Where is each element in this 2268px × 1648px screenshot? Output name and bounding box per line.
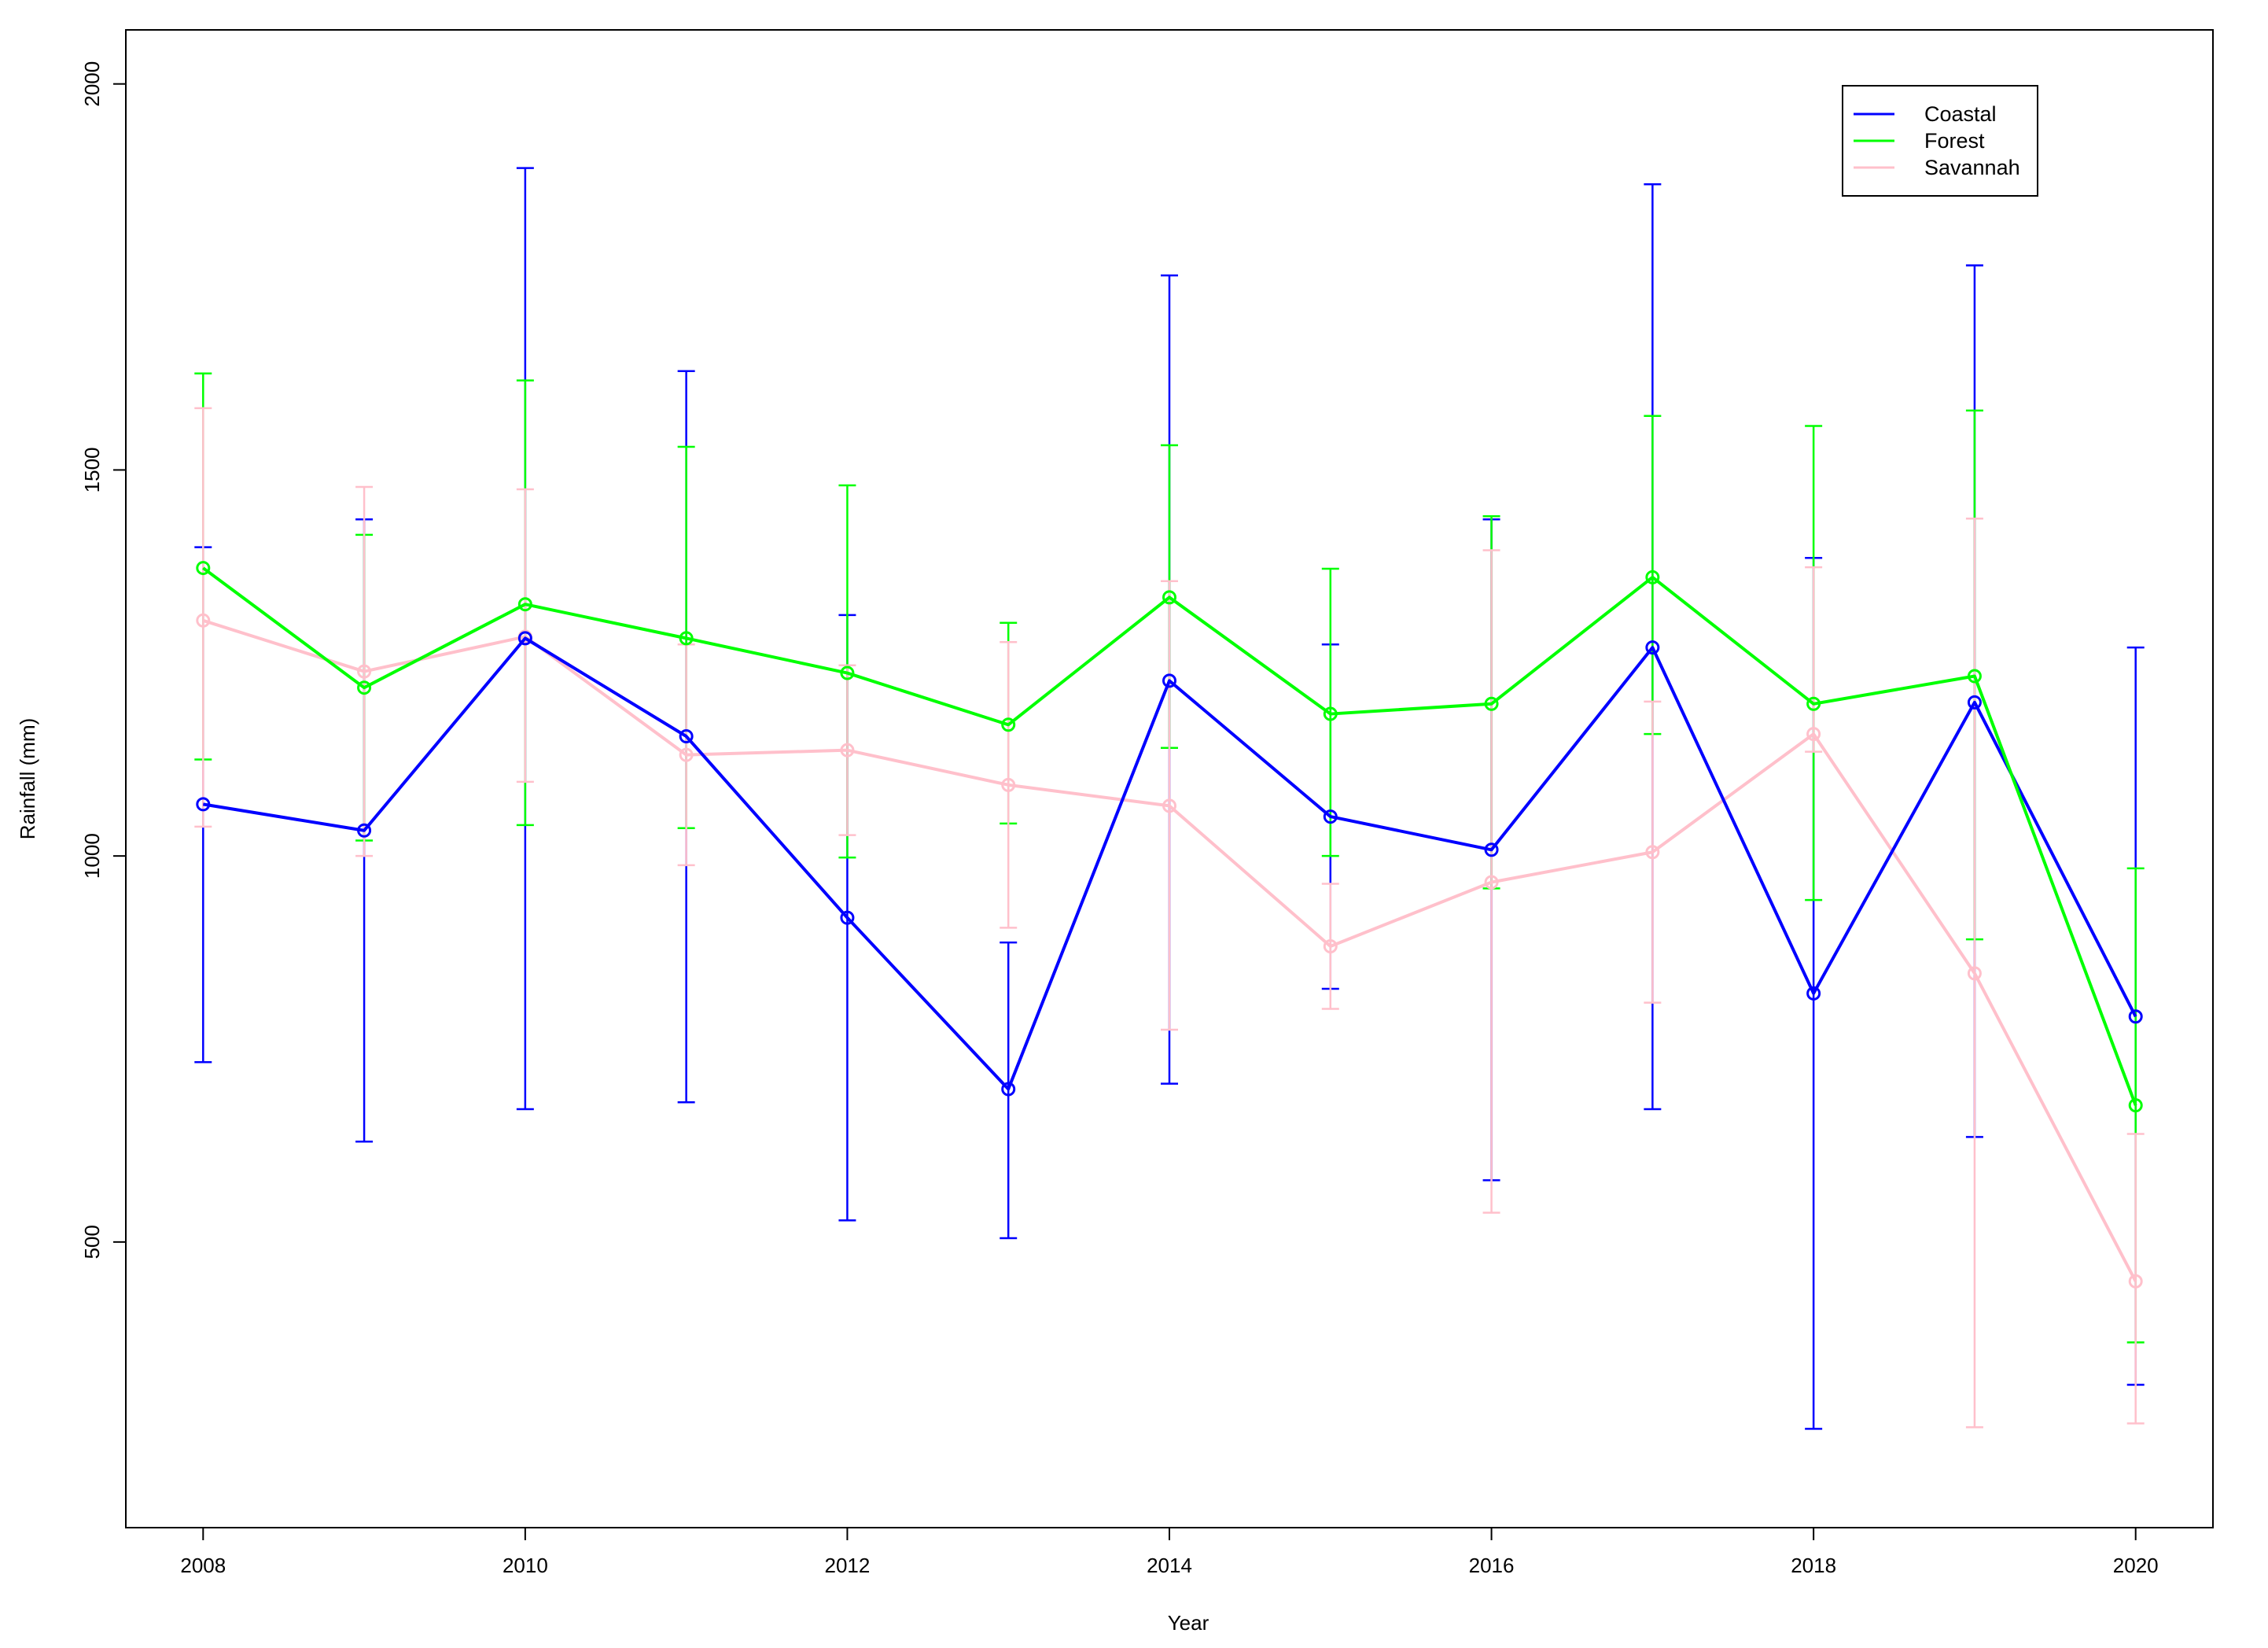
data-point-coastal [1001, 1082, 1016, 1097]
data-point-savannah [1323, 938, 1338, 953]
data-point-forest [1645, 570, 1660, 584]
data-point-savannah [1645, 845, 1660, 860]
data-point-savannah [2128, 1274, 2143, 1289]
data-point-forest [1806, 696, 1821, 711]
legend: Coastal Forest Savannah [1842, 85, 2038, 197]
data-point-coastal [517, 631, 532, 646]
x-axis-title: Year [1168, 1611, 1209, 1635]
data-point-savannah [840, 743, 855, 758]
data-point-forest [2128, 1098, 2143, 1113]
y-tick-label: 500 [80, 1225, 104, 1259]
x-tick-label: 2008 [180, 1554, 226, 1577]
data-point-savannah [1967, 966, 1982, 981]
data-point-forest [1162, 590, 1176, 605]
data-point-savannah [1484, 875, 1499, 890]
data-point-forest [1001, 717, 1016, 732]
axes: 2008 2010 2012 2014 2016 2018 2020 500 1000 1500 2… [80, 61, 2159, 1577]
data-point-savannah [357, 664, 372, 679]
x-tick-label: 2014 [1147, 1554, 1192, 1577]
y-tick-label: 1500 [80, 448, 104, 493]
data-point-coastal [679, 729, 694, 744]
data-point-coastal [1484, 842, 1499, 857]
data-point-forest [196, 561, 211, 576]
data-point-forest [1323, 706, 1338, 721]
y-axis-title: Rainfall (mm) [16, 718, 39, 840]
data-point-savannah [1001, 777, 1016, 792]
data-point-coastal [840, 910, 855, 925]
legend-label: Forest [1924, 129, 1985, 153]
data-point-forest [679, 631, 694, 646]
data-point-coastal [1162, 673, 1176, 688]
data-point-forest [840, 665, 855, 680]
data-point-savannah [1806, 727, 1821, 742]
x-tick-label: 2012 [825, 1554, 871, 1577]
data-point-savannah [1162, 798, 1176, 813]
data-point-coastal [1323, 809, 1338, 824]
chart-marks [194, 167, 2145, 1430]
x-tick-label: 2020 [2113, 1554, 2159, 1577]
series-line-forest [202, 566, 2137, 1106]
data-point-savannah [196, 613, 211, 628]
data-point-coastal [196, 797, 211, 812]
series-line-coastal [202, 636, 2137, 1091]
data-point-forest [517, 597, 532, 612]
legend-label: Coastal [1924, 102, 1997, 126]
legend-label: Savannah [1924, 156, 2020, 179]
data-point-coastal [357, 823, 372, 838]
x-tick-label: 2016 [1469, 1554, 1515, 1577]
data-point-coastal [1645, 640, 1660, 655]
x-tick-label: 2018 [1791, 1554, 1836, 1577]
data-point-coastal [1806, 986, 1821, 1001]
data-point-savannah [679, 747, 694, 762]
y-tick-label: 2000 [80, 61, 104, 107]
y-tick-label: 1000 [80, 833, 104, 879]
data-point-forest [1967, 669, 1982, 684]
data-point-forest [357, 680, 372, 695]
data-point-coastal [2128, 1009, 2143, 1024]
data-point-forest [1484, 696, 1499, 711]
x-tick-label: 2010 [503, 1554, 548, 1577]
data-point-coastal [1967, 695, 1982, 710]
